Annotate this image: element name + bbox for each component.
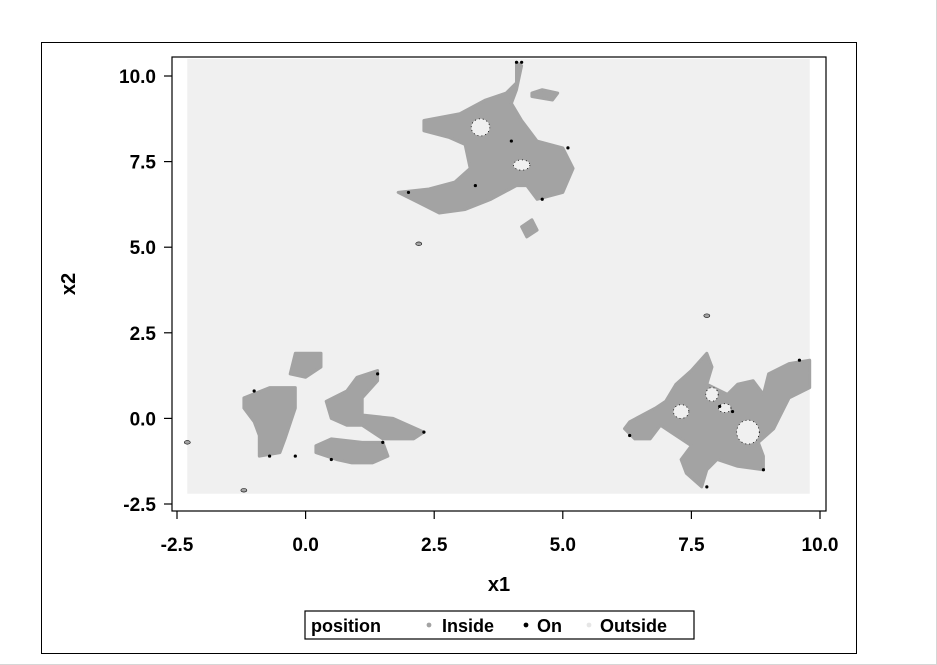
inside-region-4 (242, 386, 297, 458)
legend-label-outside: Outside (600, 616, 667, 636)
y-tick-label-2: 7.5 (130, 153, 157, 174)
speck-point-4 (240, 488, 248, 493)
inside-region-8 (623, 351, 812, 489)
outside-hole-1 (470, 118, 491, 137)
y-axis-label: x2 (58, 273, 80, 295)
on-point-11 (422, 430, 426, 434)
y-tick-label-1: 10.0 (119, 67, 156, 88)
legend-marker-inside (426, 622, 432, 628)
on-point-12 (329, 457, 333, 462)
inside-region-1 (396, 60, 575, 215)
legend-label-inside: Inside (442, 616, 494, 636)
on-point-15 (761, 468, 766, 472)
legend-marker-outside (586, 622, 592, 628)
on-point-7 (406, 190, 411, 195)
on-point-1 (514, 60, 519, 64)
x-tick-label-3: 2.5 (421, 535, 448, 556)
legend: position Inside On Outside (304, 610, 695, 640)
plot-data-layer (183, 58, 812, 494)
y-tick-label-6: -2.5 (123, 495, 156, 516)
legend-title: position (311, 616, 381, 636)
x-tick-label-4: 5.0 (550, 535, 576, 556)
speck-point-2 (703, 313, 711, 318)
outside-hole-3 (672, 404, 690, 419)
x-axis-label: x1 (488, 574, 510, 596)
inside-region-5 (288, 351, 323, 379)
outside-hole-4 (705, 387, 719, 402)
speck-point-1 (415, 241, 423, 246)
y-tick-label-4: 2.5 (130, 324, 157, 345)
axes-layer: -2.5 0.0 2.5 5.0 7.5 10.0 10.0 7.5 5.0 2.5 0.0 -2.5 (119, 67, 838, 556)
legend-label-on: On (537, 616, 562, 636)
on-point-20 (381, 440, 385, 444)
outside-hole-6 (718, 403, 732, 413)
x-tick-label-1: -2.5 (161, 535, 194, 556)
on-point-13 (628, 433, 632, 438)
outside-hole-5 (736, 419, 760, 445)
inside-region-3 (520, 218, 539, 239)
speck-point-3 (183, 440, 191, 445)
legend-box (304, 610, 695, 640)
y-tick-label-3: 5.0 (130, 238, 156, 259)
on-point-4 (566, 146, 570, 150)
on-point-9 (293, 454, 297, 458)
on-point-16 (797, 358, 802, 362)
x-tick-label-5: 7.5 (678, 535, 705, 556)
inside-region-2 (530, 88, 560, 102)
outside-hole-2 (513, 159, 531, 171)
on-point-3 (509, 139, 513, 143)
on-point-18 (718, 404, 722, 409)
on-point-8 (252, 389, 256, 393)
on-point-17 (730, 409, 735, 414)
on-point-19 (267, 454, 272, 458)
inside-region-6 (324, 369, 426, 441)
inside-region-7 (314, 437, 390, 465)
y-tick-label-5: 0.0 (130, 409, 156, 430)
on-point-14 (705, 485, 709, 489)
on-point-2 (520, 60, 524, 64)
x-tick-label-6: 10.0 (802, 535, 839, 556)
on-point-5 (540, 197, 544, 201)
on-point-6 (473, 183, 477, 188)
x-tick-label-2: 0.0 (292, 535, 318, 556)
on-point-10 (376, 372, 380, 376)
legend-marker-on (523, 622, 529, 628)
